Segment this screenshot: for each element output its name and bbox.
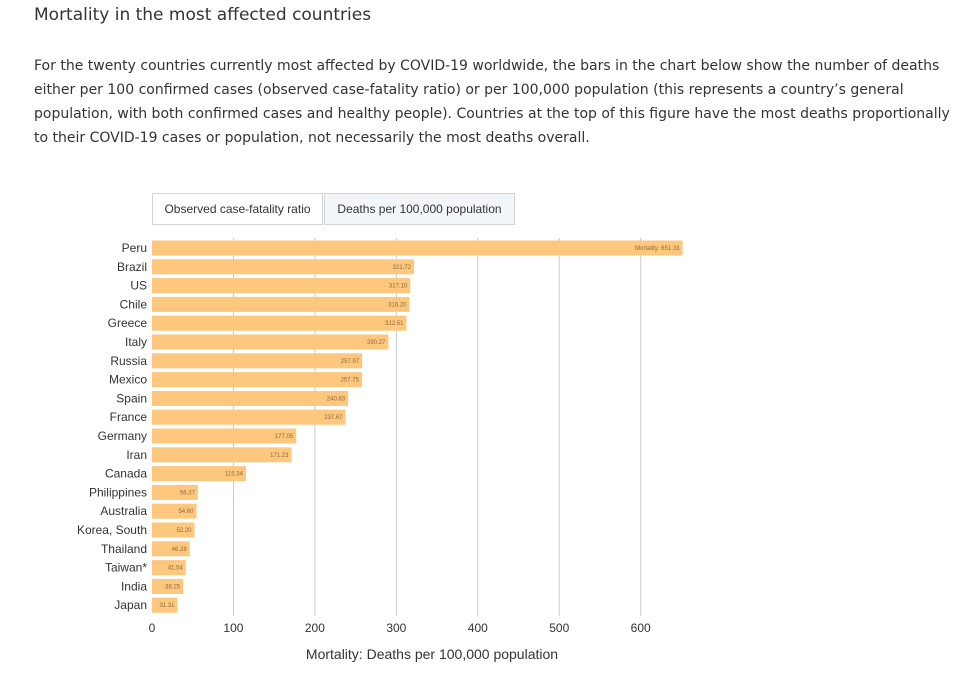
bar[interactable] (152, 409, 346, 425)
bar-data-label: Mortality: 651.33 (635, 246, 680, 252)
bar[interactable] (152, 428, 297, 444)
page-title: Mortality in the most affected countries (34, 5, 372, 25)
category-label: Australia (100, 504, 147, 518)
x-tick-labels: 0 100 200 300 400 500 600 (149, 621, 651, 635)
bar-data-label: 46.28 (172, 547, 188, 553)
category-label: Russia (110, 354, 147, 368)
bar[interactable] (152, 597, 178, 613)
bar[interactable] (152, 278, 411, 294)
x-tick-label: 200 (305, 621, 325, 635)
category-label: Taiwan* (105, 561, 147, 575)
x-tick-label: 400 (468, 621, 488, 635)
metric-tabs: Observed case-fatality ratio Deaths per … (152, 193, 515, 225)
bar[interactable] (152, 447, 292, 463)
bar[interactable] (152, 503, 197, 519)
bar[interactable] (152, 240, 683, 256)
x-tick-label: 100 (223, 621, 243, 635)
bar[interactable] (152, 560, 186, 576)
category-label: Thailand (101, 542, 147, 556)
gridlines (232, 238, 642, 616)
bar[interactable] (152, 259, 415, 275)
x-axis-title: Mortality: Deaths per 100,000 population (306, 646, 558, 662)
bar-data-label: 316.20 (388, 302, 407, 308)
bar-data-label: 115.34 (225, 472, 244, 478)
bar-data-label: 31.31 (159, 603, 175, 609)
bar[interactable] (152, 315, 407, 331)
category-label: Mexico (109, 373, 147, 387)
x-tick-label: 600 (631, 621, 651, 635)
category-label: Spain (116, 391, 147, 405)
x-tick-label: 300 (386, 621, 406, 635)
category-label: Japan (114, 598, 147, 612)
bar-data-label: 54.60 (178, 509, 194, 515)
category-label: Korea, South (77, 523, 147, 537)
bar-data-label: 257.97 (341, 359, 360, 365)
category-labels: Peru Brazil US Chile Greece Italy Russia Mexico… (77, 241, 147, 612)
category-label: US (130, 279, 147, 293)
bar-data-label: 171.23 (270, 453, 289, 459)
category-label: Philippines (89, 485, 147, 499)
bar[interactable] (152, 466, 246, 482)
category-label: Germany (98, 429, 147, 443)
category-label: Iran (126, 448, 147, 462)
category-label: Brazil (117, 260, 147, 274)
category-label: Chile (120, 297, 148, 311)
bar[interactable] (152, 484, 198, 500)
bar-data-label: 290.27 (367, 340, 386, 346)
bar-data-label: 52.20 (177, 528, 193, 534)
bar-data-label: 177.05 (275, 434, 294, 440)
bar[interactable] (152, 541, 190, 557)
bar[interactable] (152, 522, 195, 538)
x-tick-label: 500 (549, 621, 569, 635)
bar-data-label: 38.25 (165, 584, 181, 590)
bar-data-label: 317.10 (389, 284, 408, 290)
bars: Mortality: 651.33 321.72 317.10 316.20 312.5… (152, 240, 683, 613)
category-label: France (110, 410, 148, 424)
bar-data-label: 56.37 (180, 490, 196, 496)
bar[interactable] (152, 334, 389, 350)
tab-case-fatality-ratio[interactable]: Observed case-fatality ratio (152, 193, 323, 225)
bar[interactable] (152, 578, 184, 594)
bar[interactable] (152, 296, 410, 312)
bar-data-label: 237.67 (324, 415, 343, 421)
category-label: Greece (108, 316, 148, 330)
bar-data-label: 41.54 (168, 566, 184, 572)
bar-data-label: 240.83 (327, 396, 346, 402)
category-label: Italy (125, 335, 147, 349)
bar[interactable] (152, 390, 349, 406)
bar[interactable] (152, 372, 362, 388)
page-description: For the twenty countries currently most … (34, 58, 950, 146)
bar-data-label: 312.51 (385, 321, 404, 327)
tab-deaths-per-100k[interactable]: Deaths per 100,000 population (324, 193, 515, 225)
category-label: India (121, 579, 147, 593)
bar-data-label: 321.72 (393, 265, 412, 271)
category-label: Canada (105, 467, 147, 481)
x-tick-label: 0 (149, 621, 156, 635)
bar[interactable] (152, 353, 363, 369)
bar-data-label: 257.75 (341, 378, 360, 384)
category-label: Peru (122, 241, 147, 255)
